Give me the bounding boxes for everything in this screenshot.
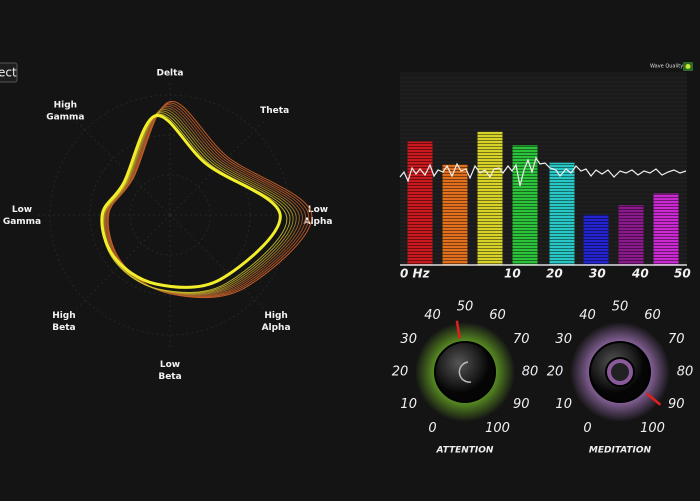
x-tick-label: 30 [589,267,606,281]
gauge-tick-label: 100 [485,421,510,436]
bar-stripes [477,131,503,265]
gauge-needle [455,320,461,339]
gauge-tick-label: 90 [668,397,685,412]
gauge-tick-label: 60 [644,308,661,323]
knob-center [611,363,629,381]
gauge-tick-label: 10 [400,397,417,412]
gauge-tick-label: 0 [583,421,591,436]
knob-highlight [458,361,472,383]
gauge-tick-label: 90 [513,397,530,412]
gauge-label: MEDITATION [589,446,652,456]
gauge-tick-label: 20 [547,365,564,380]
x-tick-label: 20 [546,267,563,281]
radar-label: High Gamma [46,100,84,122]
layer: Delta Theta Low Alpha High Alpha Low Beta High Be… [3,69,693,456]
radar-label: High Beta [52,311,75,333]
gauge-label: ATTENTION [436,446,494,456]
gauge-tick-label: 50 [457,300,474,315]
radar-label: Low Alpha [304,205,333,227]
radar-label: High Alpha [262,311,291,333]
select-button[interactable] [0,62,18,83]
x-tick-label: 50 [674,267,691,281]
radar-label: Delta [156,69,183,79]
x-tick-label: 0 Hz [400,267,431,281]
radar-label: Low Beta [158,360,181,382]
gauge-tick-label: 30 [400,332,417,347]
bar-stripes [407,141,433,265]
x-tick-label: 10 [504,267,521,281]
gauge-tick-label: 60 [489,308,506,323]
gauge-tick-label: 40 [579,308,596,323]
gauge-tick-label: 50 [612,300,629,315]
wave-trace [399,156,687,187]
gauge-tick-label: 0 [428,421,436,436]
gauge-knob [434,341,496,403]
gauge-tick-label: 100 [640,421,665,436]
wave-quality-dot [685,64,691,69]
gauge-tick-label: 70 [513,332,530,347]
radar-shape [100,114,282,289]
button-label[interactable]: ect [0,66,17,80]
gauge-tick-label: 80 [677,365,694,380]
bar-stripes [512,145,538,265]
bar-stripes [442,164,468,265]
bar-stripes [549,162,575,265]
radar-label: Theta [260,106,289,116]
bar-stripes [653,193,679,265]
radar-label: Low Gamma [3,205,41,227]
gauge-tick-label: 70 [668,332,685,347]
x-tick-label: 40 [631,267,649,281]
bar-stripes [583,214,609,265]
wave-quality-label: Wave Quality [650,64,683,70]
gauge-tick-label: 20 [392,365,409,380]
gauge-tick-label: 10 [555,397,572,412]
gauge-tick-label: 30 [555,332,572,347]
bar-stripes [618,205,644,265]
gauge-tick-label: 40 [424,308,441,323]
gauge-tick-label: 80 [522,365,539,380]
gauge-needle [645,392,662,406]
